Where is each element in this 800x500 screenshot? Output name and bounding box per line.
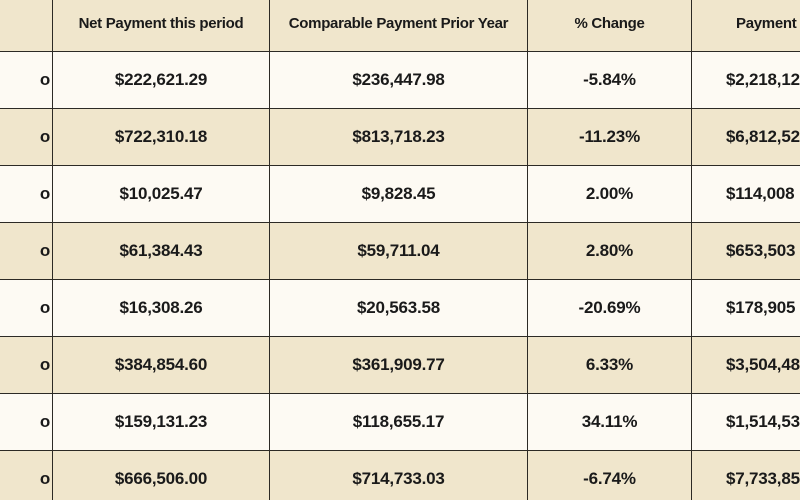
table-row: o $61,384.43 $59,711.04 2.80% $653,503 <box>0 222 800 280</box>
prior-payment-cell: $714,733.03 <box>269 450 528 500</box>
net-payment-cell: $61,384.43 <box>52 222 270 280</box>
percent-change-cell: 6.33% <box>527 336 692 394</box>
net-payment-cell: $722,310.18 <box>52 108 270 166</box>
row-entity-cell: o <box>0 51 53 109</box>
table-row: o $384,854.60 $361,909.77 6.33% $3,504,4… <box>0 336 800 394</box>
net-payment-cell: $222,621.29 <box>52 51 270 109</box>
prior-payment-cell: $813,718.23 <box>269 108 528 166</box>
payment-ytd-cell: $6,812,52 <box>691 108 800 166</box>
row-entity-cell: o <box>0 393 53 451</box>
percent-change-cell: 2.00% <box>527 165 692 223</box>
percent-change-cell: -6.74% <box>527 450 692 500</box>
prior-payment-cell: $118,655.17 <box>269 393 528 451</box>
payment-ytd-cell: $114,008 <box>691 165 800 223</box>
header-net-payment: Net Payment this period <box>52 0 270 52</box>
header-prior-year: Comparable Payment Prior Year <box>269 0 528 52</box>
table-row: o $722,310.18 $813,718.23 -11.23% $6,812… <box>0 108 800 166</box>
payment-ytd-cell: $7,733,85 <box>691 450 800 500</box>
percent-change-cell: -11.23% <box>527 108 692 166</box>
prior-payment-cell: $9,828.45 <box>269 165 528 223</box>
header-entity <box>0 0 53 52</box>
payment-ytd-cell: $653,503 <box>691 222 800 280</box>
payment-ytd-cell: $1,514,53 <box>691 393 800 451</box>
table-row: o $222,621.29 $236,447.98 -5.84% $2,218,… <box>0 51 800 109</box>
row-entity-cell: o <box>0 222 53 280</box>
payment-ytd-cell: $178,905 <box>691 279 800 337</box>
net-payment-cell: $159,131.23 <box>52 393 270 451</box>
percent-change-cell: -20.69% <box>527 279 692 337</box>
net-payment-cell: $16,308.26 <box>52 279 270 337</box>
prior-payment-cell: $236,447.98 <box>269 51 528 109</box>
prior-payment-cell: $59,711.04 <box>269 222 528 280</box>
header-percent-change: % Change <box>527 0 692 52</box>
percent-change-cell: 2.80% <box>527 222 692 280</box>
table-row: o $666,506.00 $714,733.03 -6.74% $7,733,… <box>0 450 800 500</box>
row-entity-cell: o <box>0 450 53 500</box>
payment-ytd-cell: $3,504,48 <box>691 336 800 394</box>
prior-payment-cell: $20,563.58 <box>269 279 528 337</box>
net-payment-cell: $666,506.00 <box>52 450 270 500</box>
net-payment-cell: $384,854.60 <box>52 336 270 394</box>
prior-payment-cell: $361,909.77 <box>269 336 528 394</box>
header-payment-ytd: Payment T <box>691 0 800 52</box>
row-entity-cell: o <box>0 108 53 166</box>
percent-change-cell: 34.11% <box>527 393 692 451</box>
percent-change-cell: -5.84% <box>527 51 692 109</box>
table-row: o $10,025.47 $9,828.45 2.00% $114,008 <box>0 165 800 223</box>
table-row: o $16,308.26 $20,563.58 -20.69% $178,905 <box>0 279 800 337</box>
row-entity-cell: o <box>0 165 53 223</box>
table-header-row: Net Payment this period Comparable Payme… <box>0 0 800 52</box>
net-payment-cell: $10,025.47 <box>52 165 270 223</box>
row-entity-cell: o <box>0 279 53 337</box>
table-row: o $159,131.23 $118,655.17 34.11% $1,514,… <box>0 393 800 451</box>
row-entity-cell: o <box>0 336 53 394</box>
payment-ytd-cell: $2,218,12 <box>691 51 800 109</box>
